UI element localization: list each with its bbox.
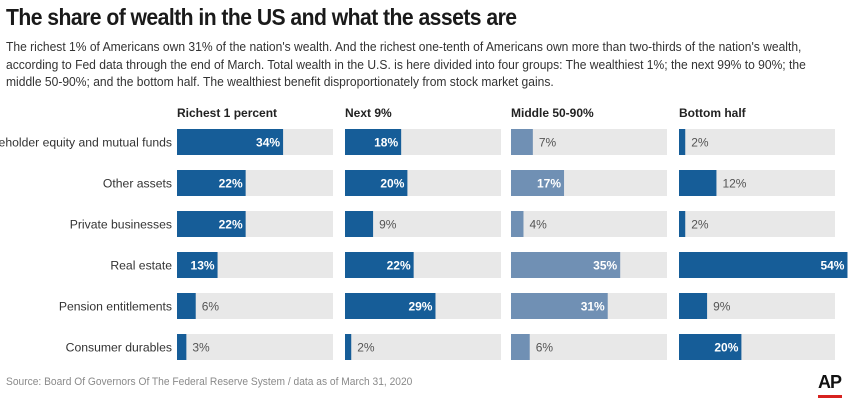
data-label-bottom-half-real-estate: 54%	[820, 259, 844, 273]
category-label-pension-entitlements: Pension entitlements	[59, 300, 172, 314]
data-label-middle-50-90-other-assets: 17%	[537, 177, 561, 191]
data-label-bottom-half-private-businesses: 2%	[691, 218, 709, 232]
bar-track-middle-50-90-private-businesses	[511, 211, 667, 237]
bar-bottom-half-consumer-durables	[679, 334, 742, 360]
bar-track-richest-1-percent-consumer-durables	[177, 334, 333, 360]
data-label-richest-1-percent-consumer-durables: 3%	[192, 341, 210, 355]
data-label-richest-1-percent-pension-entitlements: 6%	[202, 300, 220, 314]
category-label-private-businesses: Private businesses	[70, 218, 172, 232]
bar-track-richest-1-percent-pension-entitlements	[177, 293, 333, 319]
bar-middle-50-90-consumer-durables	[511, 334, 530, 360]
bar-bottom-half-real-estate	[679, 252, 848, 278]
category-label-shareholder-equity-and-mutual-funds: Shareholder equity and mutual funds	[0, 136, 172, 150]
bar-track-bottom-half-shareholder-equity-and-mutual-funds	[679, 129, 835, 155]
data-label-richest-1-percent-real-estate: 13%	[191, 259, 215, 273]
category-label-real-estate: Real estate	[110, 259, 172, 273]
data-label-middle-50-90-shareholder-equity-and-mutual-funds: 7%	[539, 136, 557, 150]
data-label-middle-50-90-real-estate: 35%	[593, 259, 617, 273]
chart-subtitle: The richest 1% of Americans own 31% of t…	[6, 39, 806, 89]
category-label-consumer-durables: Consumer durables	[66, 341, 172, 355]
bar-middle-50-90-other-assets	[511, 170, 565, 196]
bar-bottom-half-shareholder-equity-and-mutual-funds	[679, 129, 686, 155]
source-note: Source: Board Of Governors Of The Federa…	[6, 376, 413, 388]
bar-middle-50-90-real-estate	[511, 252, 621, 278]
bar-next-9-private-businesses	[345, 211, 374, 237]
bar-richest-1-percent-real-estate	[177, 252, 218, 278]
bar-richest-1-percent-private-businesses	[177, 211, 246, 237]
data-label-richest-1-percent-shareholder-equity-and-mutual-funds: 34%	[256, 136, 280, 150]
data-label-bottom-half-pension-entitlements: 9%	[713, 300, 731, 314]
bar-middle-50-90-pension-entitlements	[511, 293, 608, 319]
bar-next-9-pension-entitlements	[345, 293, 436, 319]
data-label-richest-1-percent-other-assets: 22%	[219, 177, 243, 191]
bar-middle-50-90-private-businesses	[511, 211, 524, 237]
panel-header-bottom-half: Bottom half	[679, 106, 747, 120]
bar-next-9-other-assets	[345, 170, 408, 196]
bar-middle-50-90-shareholder-equity-and-mutual-funds	[511, 129, 533, 155]
bar-next-9-shareholder-equity-and-mutual-funds	[345, 129, 402, 155]
bar-bottom-half-pension-entitlements	[679, 293, 708, 319]
bar-track-next-9-consumer-durables	[345, 334, 501, 360]
ap-logo-underline	[818, 395, 842, 398]
panel-header-next-9: Next 9%	[345, 106, 392, 120]
bar-track-bottom-half-private-businesses	[679, 211, 835, 237]
data-label-next-9-real-estate: 22%	[387, 259, 411, 273]
data-label-next-9-consumer-durables: 2%	[357, 341, 375, 355]
bar-bottom-half-other-assets	[679, 170, 717, 196]
data-label-middle-50-90-pension-entitlements: 31%	[581, 300, 605, 314]
category-label-other-assets: Other assets	[103, 177, 172, 191]
bar-richest-1-percent-pension-entitlements	[177, 293, 196, 319]
data-label-bottom-half-consumer-durables: 20%	[714, 341, 738, 355]
bar-next-9-consumer-durables	[345, 334, 352, 360]
bar-next-9-real-estate	[345, 252, 414, 278]
page-title: The share of wealth in the US and what t…	[6, 4, 517, 30]
bar-richest-1-percent-shareholder-equity-and-mutual-funds	[177, 129, 284, 155]
data-label-richest-1-percent-private-businesses: 22%	[219, 218, 243, 232]
panel-header-middle-50-90: Middle 50-90%	[511, 106, 594, 120]
data-label-next-9-pension-entitlements: 29%	[408, 300, 432, 314]
data-label-middle-50-90-private-businesses: 4%	[529, 218, 547, 232]
data-label-next-9-other-assets: 20%	[380, 177, 404, 191]
bar-bottom-half-private-businesses	[679, 211, 686, 237]
data-label-bottom-half-other-assets: 12%	[722, 177, 746, 191]
data-label-middle-50-90-consumer-durables: 6%	[536, 341, 554, 355]
bar-track-middle-50-90-consumer-durables	[511, 334, 667, 360]
panel-header-richest-1-percent: Richest 1 percent	[177, 106, 277, 120]
bar-richest-1-percent-other-assets	[177, 170, 246, 196]
data-label-bottom-half-shareholder-equity-and-mutual-funds: 2%	[691, 136, 709, 150]
bar-richest-1-percent-consumer-durables	[177, 334, 187, 360]
data-label-next-9-private-businesses: 9%	[379, 218, 397, 232]
data-label-next-9-shareholder-equity-and-mutual-funds: 18%	[374, 136, 398, 150]
bar-track-middle-50-90-shareholder-equity-and-mutual-funds	[511, 129, 667, 155]
ap-logo: AP	[818, 372, 842, 392]
